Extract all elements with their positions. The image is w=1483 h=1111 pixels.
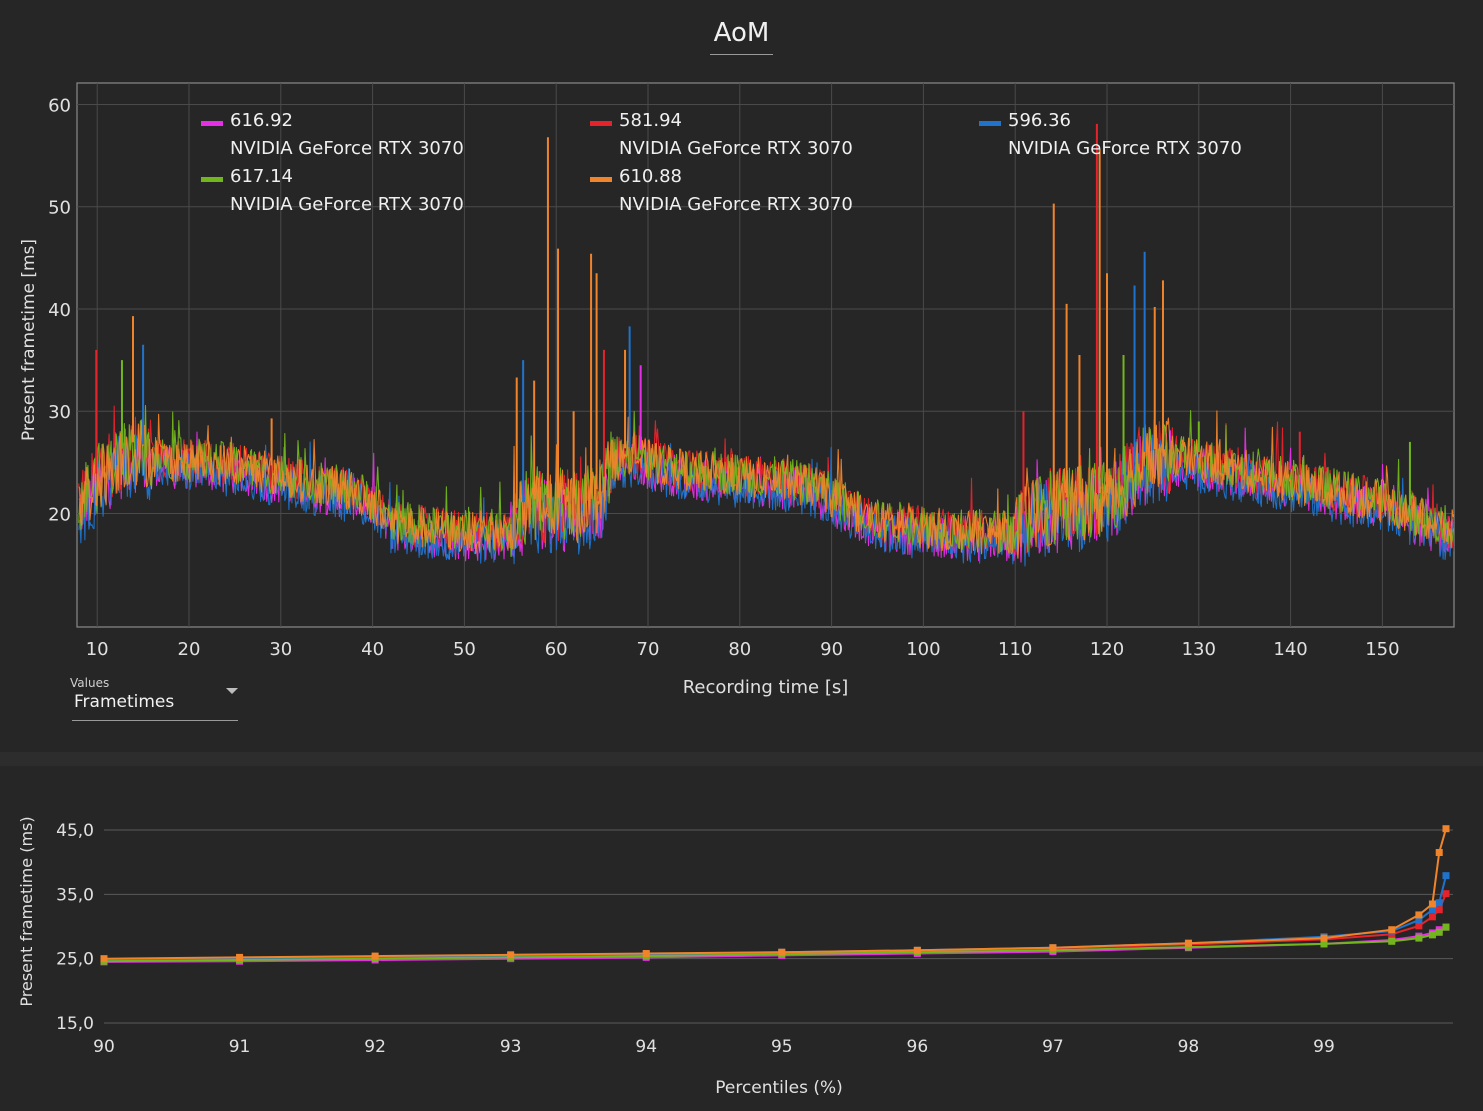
x-tick-label: 99 — [1313, 1037, 1335, 1057]
y-tick-label: 60 — [48, 95, 71, 116]
percentile-marker — [1428, 906, 1436, 914]
x-tick-label: 97 — [1042, 1037, 1064, 1057]
percentile-marker — [507, 951, 515, 959]
x-tick-label: 130 — [1182, 639, 1216, 660]
x-tick-label: 94 — [635, 1037, 657, 1057]
legend-value: 596.36 — [1008, 110, 1071, 131]
legend-value: 581.94 — [619, 110, 682, 131]
legend-swatch — [979, 121, 1001, 126]
x-tick-label: 60 — [545, 639, 568, 660]
y-axis-label: Present frametime [ms] — [19, 239, 39, 441]
y-tick-label: 20 — [48, 504, 71, 525]
title-wrap: AoM — [0, 14, 1483, 55]
percentile-marker — [1388, 937, 1396, 945]
legend-name: NVIDIA GeForce RTX 3070 — [1008, 138, 1242, 159]
frametime-series-5 — [78, 410, 1454, 559]
x-tick-label: 150 — [1365, 639, 1399, 660]
percentile-marker — [1320, 934, 1328, 942]
percentile-marker — [1442, 825, 1450, 833]
legend-swatch — [590, 177, 612, 182]
percentile-marker — [1388, 926, 1396, 934]
y-tick-label: 50 — [48, 198, 71, 219]
x-tick-label: 30 — [269, 639, 292, 660]
legend-name: NVIDIA GeForce RTX 3070 — [230, 138, 464, 159]
percentile-marker — [1428, 900, 1436, 908]
percentile-marker — [371, 952, 379, 960]
percentile-marker — [1435, 906, 1443, 914]
page-title: AoM — [709, 14, 774, 55]
x-tick-label: 100 — [906, 639, 940, 660]
percentile-marker — [1320, 940, 1328, 948]
y-axis-label: Present frametime (ms) — [17, 816, 36, 1006]
x-tick-label: 40 — [361, 639, 384, 660]
percentile-marker — [1415, 911, 1423, 919]
frametime-series-group — [78, 123, 1454, 567]
percentile-marker — [1049, 944, 1057, 952]
x-tick-label: 93 — [500, 1037, 522, 1057]
x-tick-label: 20 — [178, 639, 201, 660]
percentile-marker — [1428, 931, 1436, 939]
legend-name: NVIDIA GeForce RTX 3070 — [619, 138, 853, 159]
percentile-series-3 — [103, 875, 1447, 961]
x-tick-label: 95 — [771, 1037, 793, 1057]
x-axis-label: Recording time [s] — [683, 677, 849, 698]
chevron-down-icon — [226, 688, 238, 694]
percentile-marker — [642, 950, 650, 958]
values-dropdown[interactable]: Values Frametimes — [70, 674, 238, 721]
percentile-marker — [1442, 923, 1450, 931]
percentile-marker — [1435, 849, 1443, 857]
percentile-marker — [1442, 890, 1450, 898]
legend-swatch — [201, 177, 223, 182]
percentile-marker — [1415, 922, 1423, 930]
y-tick-label: 15,0 — [56, 1014, 94, 1034]
y-tick-label: 45,0 — [56, 821, 94, 841]
x-tick-label: 91 — [229, 1037, 251, 1057]
y-tick-label: 30 — [48, 402, 71, 423]
values-dropdown-label: Values — [70, 676, 110, 690]
percentile-chart: 15,0 25,0 35,0 45,0 90 91 92 93 94 95 96 97 98 99 Perc… — [17, 816, 1453, 1098]
values-dropdown-value: Frametimes — [74, 692, 175, 712]
x-tick-label: 10 — [86, 639, 109, 660]
percentile-series-2 — [103, 893, 1447, 962]
legend-value: 610.88 — [619, 166, 682, 187]
plot-area — [76, 82, 1455, 628]
x-tick-label: 70 — [637, 639, 660, 660]
legend-swatch — [590, 121, 612, 126]
percentile-marker — [1435, 899, 1443, 907]
percentile-marker — [1428, 913, 1436, 921]
x-axis-label: Percentiles (%) — [715, 1078, 843, 1098]
y-tick-label: 40 — [48, 300, 71, 321]
legend-value: 616.92 — [230, 110, 293, 131]
x-tick-label: 80 — [728, 639, 751, 660]
x-tick-label: 140 — [1273, 639, 1307, 660]
y-tick-label: 35,0 — [56, 885, 94, 905]
percentile-marker — [1415, 916, 1423, 924]
legend-name: NVIDIA GeForce RTX 3070 — [619, 194, 853, 215]
percentile-marker — [1415, 934, 1423, 942]
percentile-marker — [100, 955, 108, 963]
x-tick-label: 110 — [998, 639, 1032, 660]
section-divider — [0, 752, 1483, 766]
x-tick-label: 96 — [907, 1037, 929, 1057]
x-tick-label: 98 — [1178, 1037, 1200, 1057]
x-tick-label: 90 — [820, 639, 843, 660]
percentile-marker — [913, 946, 921, 954]
percentile-marker — [1442, 872, 1450, 880]
percentile-marker — [236, 953, 244, 961]
percentile-marker — [1435, 928, 1443, 936]
x-tick-label: 92 — [364, 1037, 386, 1057]
legend-value: 617.14 — [230, 166, 293, 187]
x-tick-label: 50 — [453, 639, 476, 660]
x-tick-label: 120 — [1090, 639, 1124, 660]
percentile-marker — [1184, 943, 1192, 951]
y-tick-label: 25,0 — [56, 950, 94, 970]
percentile-marker — [778, 948, 786, 956]
percentile-marker — [1184, 939, 1192, 947]
legend-name: NVIDIA GeForce RTX 3070 — [230, 194, 464, 215]
percentile-series-5 — [103, 828, 1447, 960]
x-tick-label: 90 — [93, 1037, 115, 1057]
frametime-chart: 10 20 30 40 50 60 70 80 90 100 110 120 130 140 150 20 30… — [19, 82, 1455, 698]
legend-swatch — [201, 121, 223, 126]
